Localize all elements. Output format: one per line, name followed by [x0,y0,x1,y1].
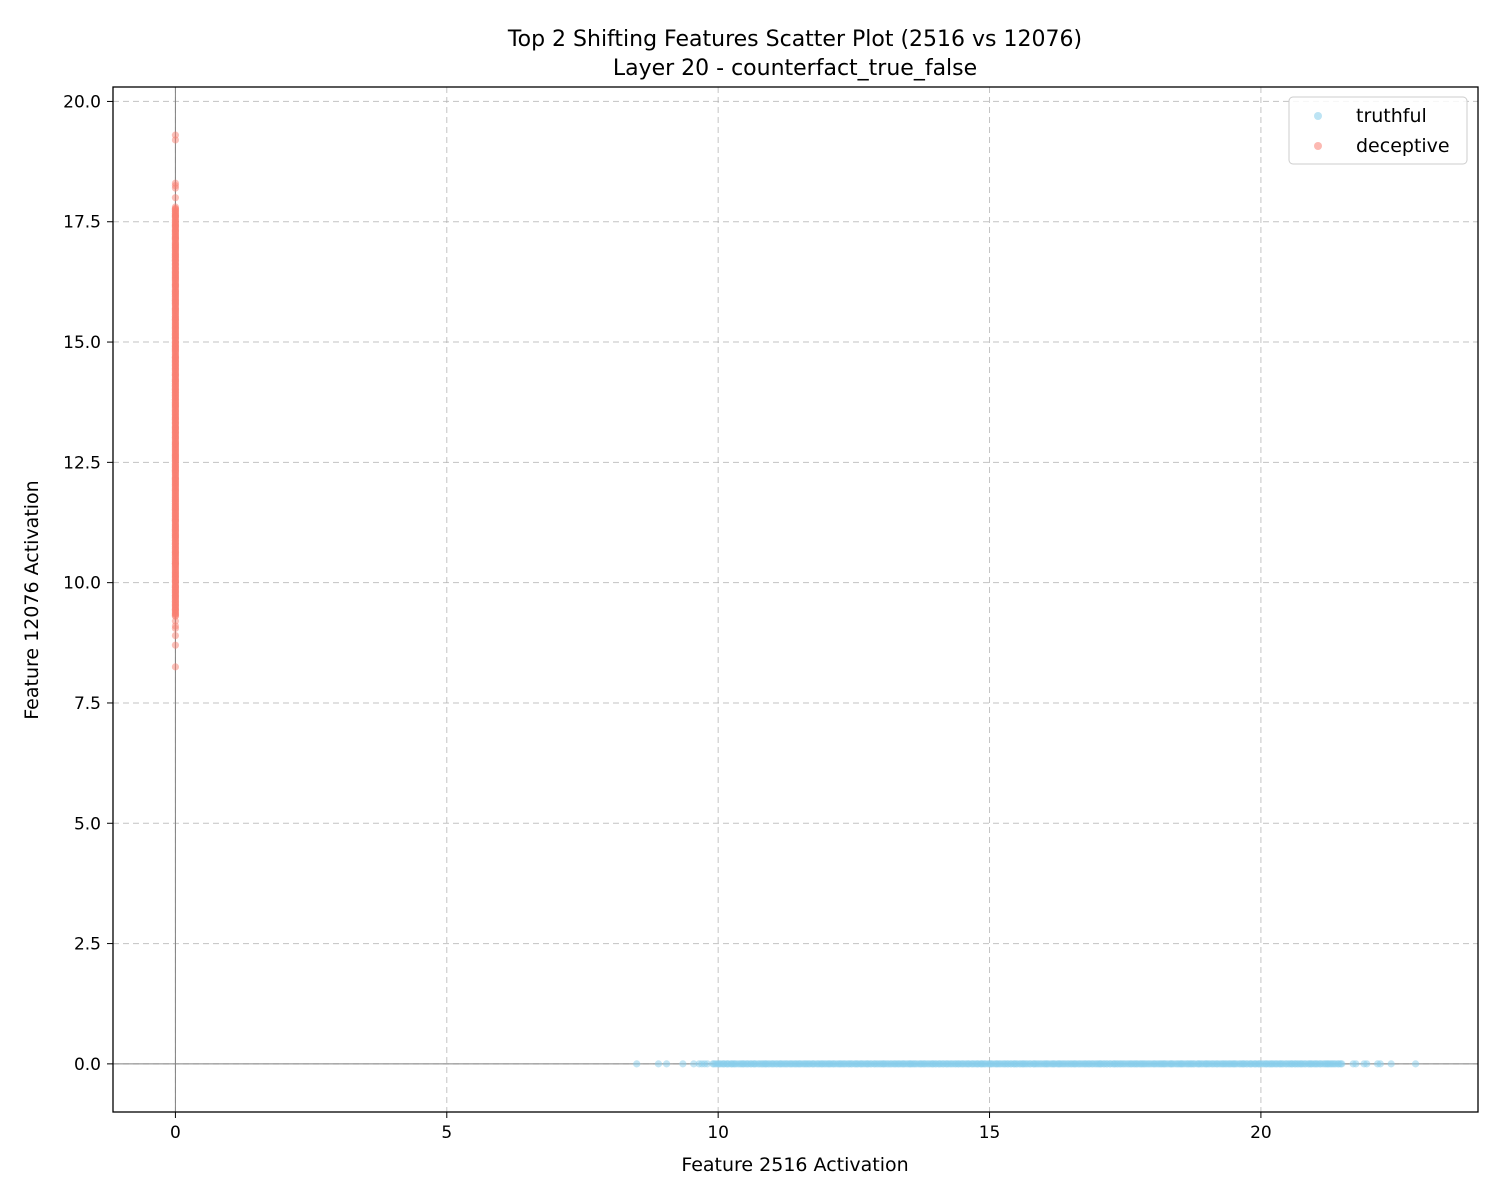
x-tick-label: 0 [170,1123,181,1143]
point-deceptive [171,131,180,139]
y-tick-label: 5.0 [74,814,101,834]
point-truthful [1338,1060,1346,1068]
legend-marker-deceptive [1314,142,1322,150]
point-deceptive [171,203,180,211]
point-deceptive [171,617,180,625]
legend-marker-truthful [1314,112,1322,120]
legend-label-deceptive: deceptive [1356,135,1450,157]
point-truthful [1411,1060,1420,1068]
point-truthful [679,1060,687,1068]
x-tick-label: 5 [441,1123,452,1143]
point-truthful [663,1060,671,1068]
point-truthful [1363,1060,1371,1068]
y-tick-label: 17.5 [63,213,101,233]
data-points [171,131,1420,1068]
point-deceptive [171,194,180,202]
y-tick-label: 12.5 [63,453,101,473]
y-tick-label: 7.5 [74,694,101,714]
point-truthful [703,1060,711,1068]
y-axis-label: Feature 12076 Activation [21,480,43,719]
x-tick-label: 10 [707,1123,729,1143]
y-tick-label: 20.0 [63,92,101,112]
point-deceptive [171,641,180,649]
legend: truthful deceptive [1288,96,1468,165]
point-truthful [633,1060,641,1068]
point-deceptive [171,663,180,671]
x-axis-label: Feature 2516 Activation [681,1154,908,1176]
legend-label-truthful: truthful [1356,105,1427,127]
point-truthful [690,1060,698,1068]
y-tick-label: 15.0 [63,333,101,353]
y-tick-label: 0.0 [74,1055,101,1075]
y-tick-label: 2.5 [74,935,101,955]
point-truthful [654,1060,663,1068]
point-truthful [1352,1060,1360,1068]
x-tick-label: 20 [1250,1123,1272,1143]
chart-title: Top 2 Shifting Features Scatter Plot (25… [507,27,1082,52]
legend-box [1288,96,1468,165]
x-tick-label: 15 [979,1123,1001,1143]
axis-ticks: 0 5 10 15 20 0.0 2.5 5.0 7.5 10.0 12.5 15.0 17.5 20.0 [63,92,1272,1143]
plot-frame [112,86,1479,1113]
series-deceptive [171,131,180,671]
chart-subtitle: Layer 20 - counterfact_true_false [613,56,977,81]
series-truthful [633,1060,1420,1068]
point-deceptive [171,179,180,187]
point-truthful [1376,1060,1384,1068]
point-truthful [1387,1060,1395,1068]
point-deceptive [171,631,180,640]
y-tick-label: 10.0 [63,574,101,594]
